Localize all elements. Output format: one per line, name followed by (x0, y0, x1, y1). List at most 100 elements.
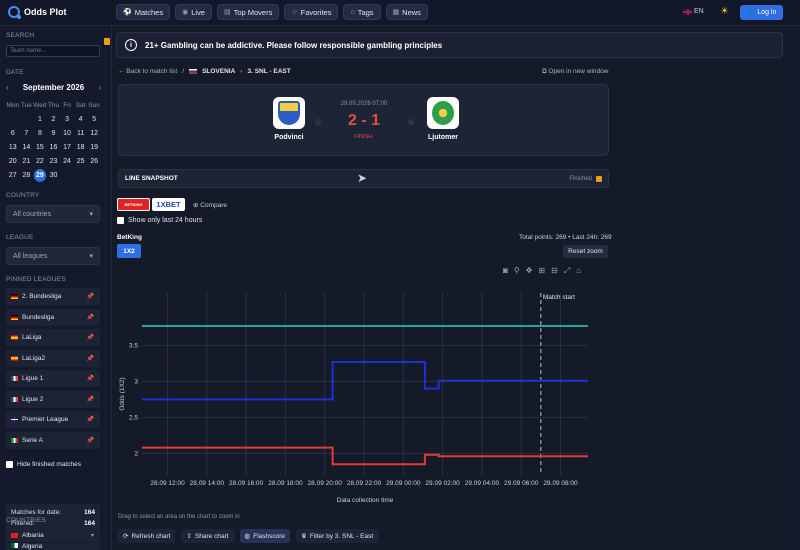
calendar-day[interactable]: 29 (33, 169, 46, 182)
calendar-day[interactable]: 14 (22, 143, 31, 151)
nav-tags[interactable]: ⌂ Tags (343, 4, 381, 20)
pin-icon[interactable]: 📌 (86, 314, 94, 321)
country-label: COUNTRY (6, 192, 40, 199)
breadcrumb-country[interactable]: SLOVENIA (202, 68, 236, 75)
country-item-albania[interactable]: Albania ▾ (6, 528, 100, 542)
league-select[interactable]: All leagues (6, 247, 100, 265)
filter-league-button[interactable]: ♛ Filter by 3. SNL - East (296, 529, 379, 543)
calendar-day[interactable]: 20 (8, 157, 17, 165)
away-team[interactable]: Ljutomer (413, 97, 473, 141)
search-input[interactable]: Team name... (6, 45, 100, 57)
calendar-day[interactable]: 6 (10, 129, 15, 137)
pinned-league-item[interactable]: Bundesliga 📌 (6, 308, 100, 326)
pinned-league-item[interactable]: LaLiga2 📌 (6, 349, 100, 367)
calendar-day[interactable]: 1 (37, 115, 42, 123)
pinned-league-item[interactable]: 2. Bundesliga 📌 (6, 288, 100, 305)
pin-icon[interactable]: 📌 (86, 335, 94, 341)
reset-zoom-button[interactable]: Reset zoom (563, 245, 608, 258)
pin-icon[interactable]: 📌 (86, 417, 94, 423)
pinned-league-item[interactable]: Ligue 2 📌 (6, 390, 100, 408)
pinned-league-item[interactable]: Serie A 📌 (6, 431, 100, 449)
next-month-icon[interactable]: › (98, 83, 101, 92)
refresh-chart-button[interactable]: ⟳ Refresh chart (118, 529, 176, 543)
calendar-day[interactable]: 10 (63, 129, 71, 137)
pinned-league-item[interactable]: Premier League 📌 (6, 411, 100, 428)
calendar-day[interactable]: 22 (36, 157, 44, 165)
pin-icon[interactable]: 📌 (86, 355, 94, 362)
home-crest-icon (273, 97, 305, 129)
nav-favorites[interactable]: ☆ Favorites (284, 4, 339, 20)
hide-finished-checkbox[interactable] (6, 461, 13, 468)
calendar-day[interactable]: 8 (37, 129, 42, 137)
tab-1x2[interactable]: 1X2 (117, 244, 141, 258)
calendar-day[interactable]: 28 (22, 171, 31, 179)
login-button[interactable]: 👤 Log in (740, 5, 783, 20)
autoscale-icon[interactable]: ⤢ (563, 266, 571, 275)
breadcrumb-league[interactable]: 3. SNL - EAST (247, 68, 291, 75)
flashscore-button[interactable]: ◍ Flashscore (239, 529, 291, 543)
pin-icon[interactable]: 📌 (86, 294, 94, 300)
sun-icon[interactable]: ☀ (720, 6, 729, 17)
app-logo[interactable]: Odds Plot (8, 6, 67, 19)
calendar-day[interactable]: 26 (90, 157, 99, 165)
last-24h-checkbox[interactable] (117, 217, 124, 224)
calendar-day[interactable]: 24 (63, 157, 71, 165)
calendar-day[interactable]: 30 (49, 171, 58, 179)
calendar-day[interactable]: 19 (90, 143, 99, 151)
calendar-day[interactable]: 4 (78, 115, 83, 123)
collapse-sidebar-icon[interactable] (104, 38, 110, 45)
nav-news[interactable]: ▦ News (385, 4, 428, 20)
hide-finished-toggle[interactable]: Hide finished matches (6, 461, 81, 468)
zoom-out-icon[interactable]: ⊟ (551, 266, 558, 275)
bookmaker-betking[interactable]: BETKING (117, 198, 150, 211)
home-team[interactable]: Podvinci (259, 97, 319, 141)
compare-button[interactable]: ⊕ Compare (193, 201, 227, 209)
nav-live[interactable]: ◉ Live (175, 4, 212, 20)
calendar-day[interactable]: 7 (24, 129, 29, 137)
camera-icon[interactable]: ◙ (503, 266, 508, 275)
calendar-day[interactable]: 3 (65, 115, 69, 123)
line-snapshot-header[interactable]: LINE SNAPSHOT Finished (118, 169, 609, 188)
page-scrollbar[interactable] (790, 26, 800, 550)
pinned-league-item[interactable]: LaLiga 📌 (6, 329, 100, 346)
nav-top-movers[interactable]: ▤ Top Movers (216, 4, 280, 20)
calendar-day[interactable]: 13 (8, 143, 17, 151)
odds-chart[interactable]: 28.09 12:00 28.09 14:00 28.09 16:00 28.09 1… (112, 281, 612, 511)
nav-matches[interactable]: ⚽ Matches (116, 4, 171, 20)
refresh-icon: ⟳ (123, 533, 129, 540)
pin-icon[interactable]: 📌 (86, 396, 94, 403)
language-switch[interactable]: EN (683, 8, 704, 15)
open-new-window-link[interactable]: ⧉ Open in new window (542, 68, 609, 75)
calendar-day[interactable]: 27 (8, 171, 17, 179)
calendar-day[interactable]: 16 (49, 143, 58, 151)
calendar-day[interactable]: 21 (22, 157, 31, 165)
back-link[interactable]: ← Back to match list (118, 68, 178, 75)
country-item-algeria[interactable]: Algeria (6, 543, 100, 550)
calendar-day[interactable]: 15 (36, 143, 44, 151)
country-select[interactable]: All countries (6, 205, 100, 223)
prev-month-icon[interactable]: ‹ (6, 83, 9, 92)
calendar-day[interactable]: 9 (51, 129, 56, 137)
last-24h-toggle[interactable]: Show only last 24 hours (117, 217, 202, 224)
pin-icon[interactable]: 📌 (86, 437, 94, 444)
home-icon[interactable]: ⌂ (576, 266, 582, 275)
favorite-away-star-icon[interactable]: ☆ (407, 117, 416, 127)
pin-icon[interactable]: 📌 (86, 376, 94, 382)
calendar-day[interactable]: 18 (76, 143, 85, 151)
calendar-day[interactable]: 25 (76, 157, 85, 165)
x-tick-label: 29.09 06:00 (504, 480, 539, 487)
calendar-header: ‹ September 2026 › (6, 83, 101, 92)
calendar-day[interactable]: 2 (51, 115, 56, 123)
calendar-day[interactable]: 11 (76, 129, 85, 137)
favorite-home-star-icon[interactable]: ☆ (314, 117, 323, 127)
calendar-day[interactable]: 5 (92, 115, 97, 123)
calendar-day[interactable]: 17 (63, 143, 71, 151)
calendar-day[interactable]: 23 (49, 157, 58, 165)
bookmaker-1xbet[interactable]: 1XBET (152, 198, 185, 211)
zoom-in-icon[interactable]: ⊞ (538, 266, 546, 275)
calendar-day[interactable]: 12 (90, 129, 99, 137)
pan-icon[interactable]: ✥ (525, 266, 533, 275)
share-chart-button[interactable]: ⇪ Share chart (181, 529, 234, 543)
pinned-league-item[interactable]: Ligue 1 📌 (6, 370, 100, 387)
zoom-icon[interactable]: ⚲ (513, 266, 520, 275)
